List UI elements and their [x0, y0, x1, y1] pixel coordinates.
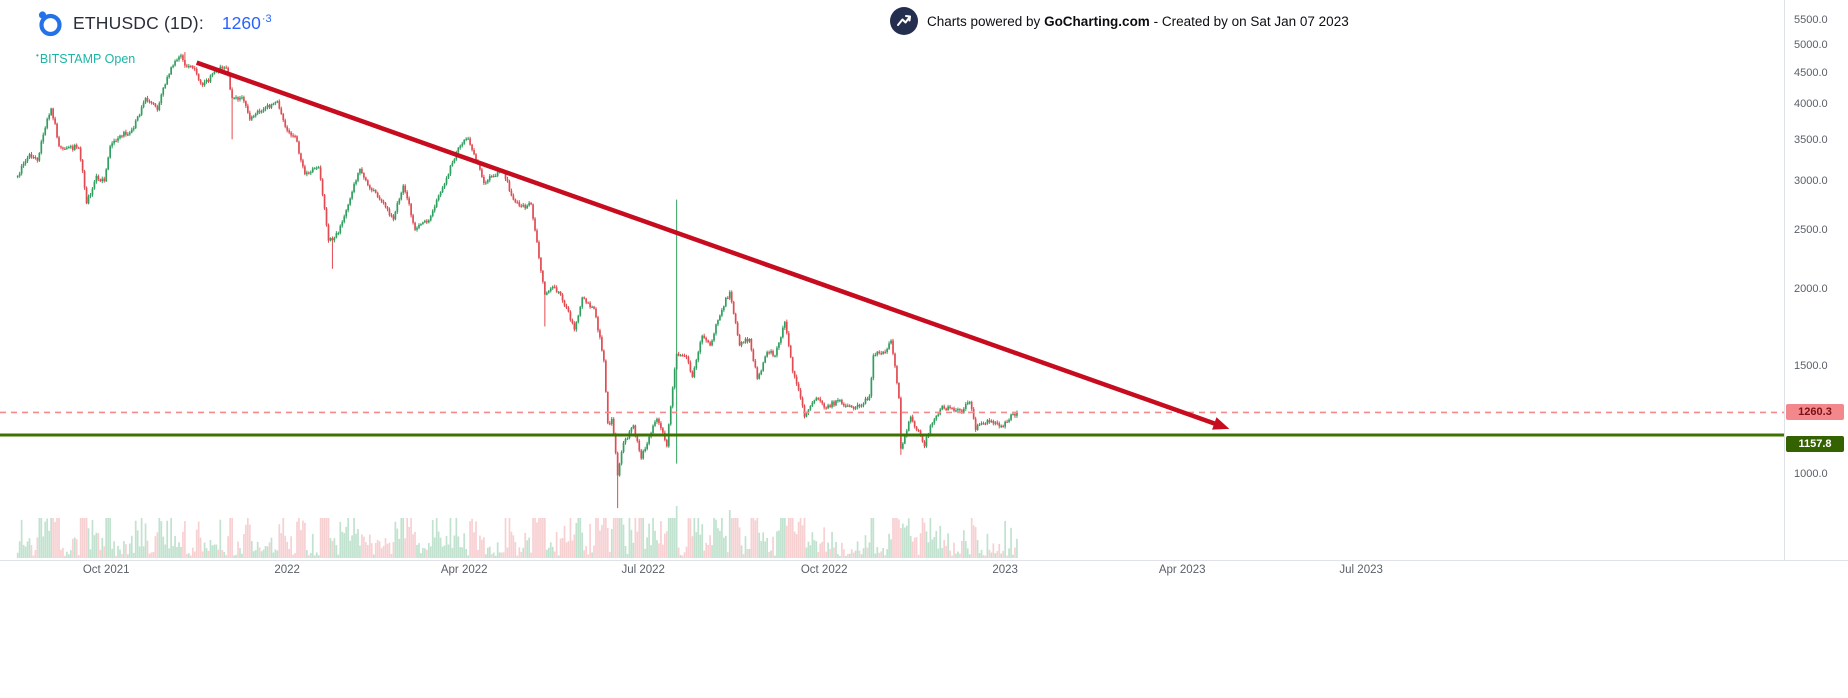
time-tick-label: Apr 2022 [440, 564, 488, 576]
symbol-name: ETHUSDC [73, 12, 159, 33]
symbol-header: ETHUSDC (1D): 1260·3 [36, 9, 272, 37]
trend-arrow-drawing[interactable] [195, 60, 1230, 430]
gocharting-logo-icon [38, 11, 62, 37]
price-tick-label: 5500.0 [1794, 13, 1828, 26]
attribution-bar: Charts powered by GoCharting.com - Creat… [890, 7, 1349, 35]
price-tick-label: 3000.0 [1794, 175, 1828, 188]
last-price-main: 1260 [221, 12, 261, 33]
price-tick-label: 1500.0 [1794, 359, 1828, 372]
time-tick-label: Jul 2022 [621, 564, 665, 576]
price-tick-label: 5000.0 [1794, 39, 1828, 51]
time-tick-label: Oct 2021 [82, 564, 130, 576]
attribution-suffix: - Created by on Sat Jan 07 2023 [1149, 13, 1349, 29]
time-tick-label: Apr 2023 [1158, 564, 1206, 576]
last-price-readout: 1260·3 [213, 13, 272, 34]
time-tick-label: 2022 [274, 564, 300, 576]
price-tick-label: 4500.0 [1794, 67, 1828, 80]
support-line-price-badge: 1157.8 [1786, 436, 1844, 452]
candlesticks [16, 52, 1018, 509]
symbol-title: ETHUSDC (1D): [73, 13, 204, 34]
time-tick-label: Jul 2023 [1339, 564, 1383, 576]
price-tick-label: 1000.0 [1794, 468, 1828, 481]
price-tick-label: 3500.0 [1794, 134, 1828, 147]
last-price-decimal: ·3 [261, 13, 272, 26]
attribution-brand: GoCharting.com [1044, 13, 1150, 29]
price-tick-label: 2000.0 [1794, 283, 1828, 296]
volume-bars [16, 506, 1018, 558]
exchange-status-label: BITSTAMP Open [39, 52, 136, 67]
exchange-status-bullet: • [36, 51, 39, 60]
price-tick-label: 2500.0 [1794, 223, 1828, 236]
last-price-badge: 1260.3 [1786, 404, 1844, 421]
time-tick-label: Oct 2022 [800, 564, 848, 576]
attribution-prefix: Charts powered by [927, 13, 1045, 29]
price-tick-label: 4000.0 [1794, 98, 1828, 111]
time-tick-label: 2023 [992, 564, 1018, 576]
symbol-timeframe: (1D): [164, 12, 204, 33]
exchange-status: •BITSTAMP Open [36, 51, 135, 66]
attribution-text: Charts powered by GoCharting.com - Creat… [927, 14, 1349, 29]
trend-line-icon [890, 7, 918, 35]
